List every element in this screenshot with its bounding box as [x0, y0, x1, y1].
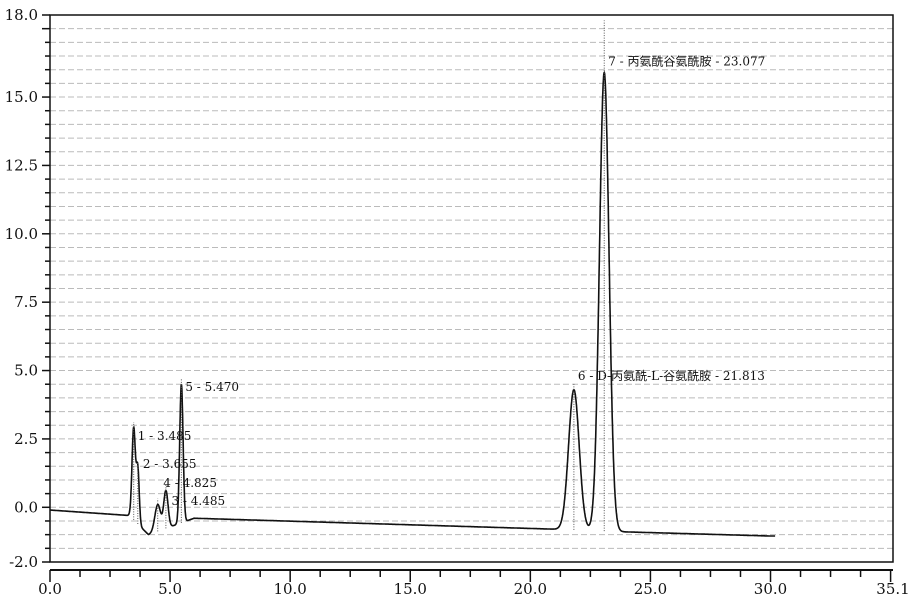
trace: [49, 20, 776, 537]
peak-label: 3 - 4.485: [171, 494, 225, 508]
peak-label: 5 - 5.470: [185, 380, 239, 394]
x-tick-label: 15.0: [394, 580, 427, 596]
y-tick-label: -2.0: [9, 553, 38, 571]
x-axis: 0.0 5.0 10.0 15.0 20.0 25.0 30.0 35.1: [38, 570, 910, 596]
y-tick-label: 0.0: [14, 498, 38, 516]
y-tick-label: 15.0: [5, 88, 38, 106]
y-tick-label: 12.5: [5, 156, 38, 174]
x-tick-label: 35.1: [876, 580, 909, 596]
peak-label: 1 - 3.485: [138, 429, 192, 443]
peak-label: 7 - 丙氨酰谷氨酰胺 - 23.077: [608, 54, 765, 68]
grid-lines: [50, 28, 893, 549]
y-axis: -2.0 0.0 2.5 5.0 7.5 10.0 12.5 15.0 18.0: [5, 6, 50, 571]
y-tick-label: 2.5: [14, 430, 38, 448]
peak-label: 6 - D-丙氨酰-L-谷氨酰胺 - 21.813: [578, 369, 765, 383]
peak-label: 4 - 4.825: [163, 476, 217, 490]
x-tick-label: 5.0: [158, 580, 182, 596]
y-tick-label: 7.5: [14, 293, 38, 311]
x-tick-label: 10.0: [273, 580, 306, 596]
peak-label: 2 - 3.655: [143, 457, 197, 471]
x-tick-label: 30.0: [754, 580, 787, 596]
y-tick-label: 18.0: [5, 6, 38, 24]
x-tick-label: 0.0: [38, 580, 62, 596]
y-tick-label: 10.0: [5, 225, 38, 243]
peak-labels: 1 - 3.485 2 - 3.655 3 - 4.485 4 - 4.825 5 - …: [138, 54, 766, 508]
x-tick-label: 20.0: [514, 580, 547, 596]
y-tick-label: 5.0: [14, 362, 38, 380]
chromatogram-line: [49, 71, 776, 537]
x-tick-label: 25.0: [634, 580, 667, 596]
